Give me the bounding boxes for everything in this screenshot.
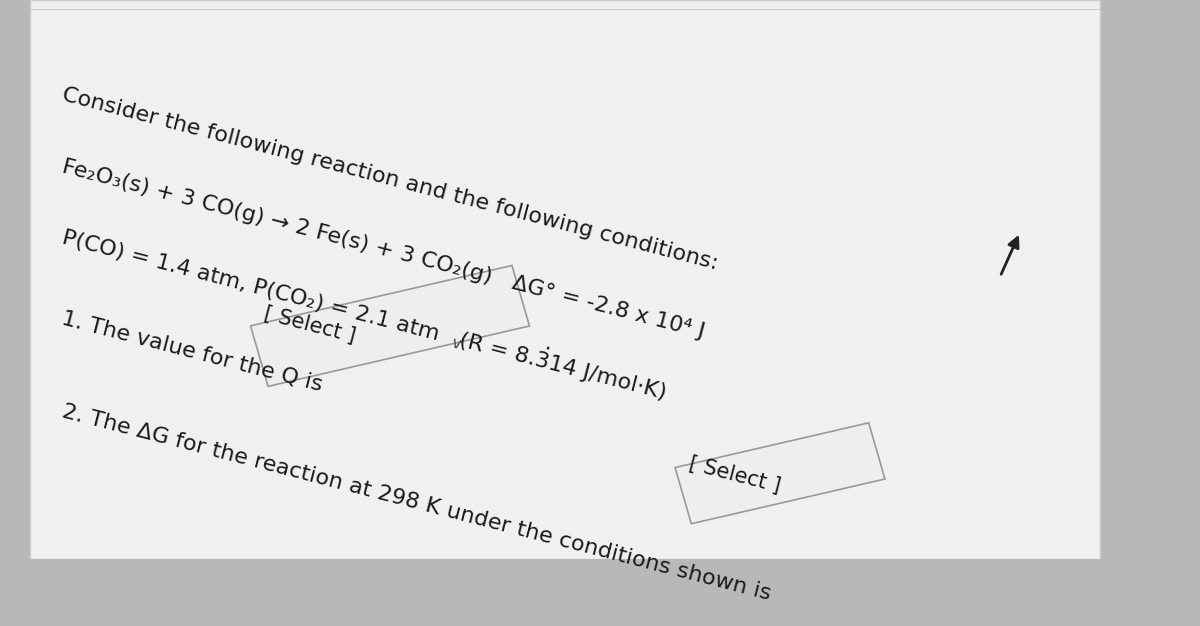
- Text: [ Select ]: [ Select ]: [262, 304, 358, 347]
- Text: v: v: [450, 336, 462, 352]
- Text: [ Select ]: [ Select ]: [686, 453, 784, 496]
- Polygon shape: [30, 0, 1100, 559]
- Text: .: .: [542, 334, 554, 354]
- Text: 1. The value for the Q is: 1. The value for the Q is: [60, 308, 325, 395]
- Text: P(CO) = 1.4 atm, P(CO₂) = 2.1 atm   (R = 8.314 J/mol·K): P(CO) = 1.4 atm, P(CO₂) = 2.1 atm (R = 8…: [60, 228, 668, 403]
- Text: 2. The ΔG for the reaction at 298 K under the conditions shown is: 2. The ΔG for the reaction at 298 K unde…: [60, 402, 773, 604]
- Text: Fe₂O₃(s) + 3 CO(g) → 2 Fe(s) + 3 CO₂(g)   ΔG° = -2.8 x 10⁴ J: Fe₂O₃(s) + 3 CO(g) → 2 Fe(s) + 3 CO₂(g) …: [60, 156, 707, 342]
- Bar: [676, 423, 884, 524]
- Bar: [251, 265, 529, 386]
- Text: Consider the following reaction and the following conditions:: Consider the following reaction and the …: [60, 85, 720, 274]
